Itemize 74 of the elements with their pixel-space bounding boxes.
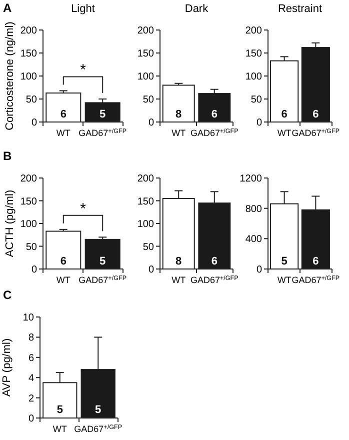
y-tick-label: 10 (22, 312, 34, 324)
annotation: 6 (281, 108, 288, 120)
annotation: * (80, 62, 86, 79)
y-tick-label: 0 (256, 118, 262, 128)
y-tick-label: 50 (142, 94, 154, 106)
y-tick-label: 50 (26, 94, 38, 106)
y-tick-label: 400 (245, 234, 262, 246)
x-tick-label: WT (277, 128, 292, 138)
y-tick-label: 100 (20, 219, 38, 230)
y-tick-label: 0 (256, 264, 262, 276)
annotation: 6 (312, 108, 319, 120)
x-tick-label: WT (52, 424, 68, 434)
y-tick-label: 100 (245, 72, 262, 82)
text: C (3, 288, 12, 302)
y-axis-title: ACTH (pg/ml) (4, 190, 16, 258)
annotation: 8 (176, 255, 182, 268)
text: A (3, 1, 12, 15)
annotation: 6 (60, 255, 66, 268)
y-tick-label: 0 (148, 118, 154, 128)
y-tick-label: 2 (28, 393, 34, 404)
chart-title: Dark (184, 3, 209, 15)
annotation: 5 (95, 404, 102, 416)
y-tick-label: 4 (28, 373, 34, 384)
y-tick-label: 200 (137, 26, 154, 36)
x-tick-label: GAD67$^{+/GFP}$ (78, 128, 127, 138)
x-tick-label: WT (172, 275, 186, 285)
x-tick-label: GAD67$^{+/GFP}$ (292, 274, 340, 285)
y-tick-label: 8 (28, 332, 34, 344)
chart-title: Restraint (278, 3, 322, 15)
y-tick-label: 0 (148, 264, 154, 276)
y-tick-label: 800 (245, 204, 262, 215)
annotation: 5 (281, 255, 288, 268)
y-tick-label: 50 (142, 242, 154, 253)
y-tick-label: 150 (20, 48, 38, 60)
x-tick-label: WT (277, 275, 292, 285)
y-tick-label: 0 (31, 264, 38, 276)
y-axis-title: Corticosterone (ng/ml) (4, 22, 16, 130)
annotation: 8 (176, 108, 182, 120)
x-tick-label: WT (172, 128, 186, 138)
annotation: 6 (312, 255, 319, 268)
annotation: 6 (60, 108, 66, 120)
y-tick-label: 50 (26, 242, 38, 253)
annotation: 5 (100, 255, 106, 268)
y-tick-label: 150 (137, 196, 154, 208)
y-tick-label: 100 (20, 72, 38, 82)
x-tick-label: GAD67$^{+/GFP}$ (74, 424, 122, 434)
y-tick-label: 200 (245, 26, 262, 36)
y-tick-label: 50 (250, 94, 262, 106)
y-tick-label: 150 (20, 196, 38, 208)
annotation: 6 (211, 108, 218, 120)
y-axis-title: AVP (pg/ml) (1, 338, 13, 397)
annotation: * (80, 200, 86, 218)
y-tick-label: 200 (20, 26, 38, 36)
y-tick-label: 1200 (240, 174, 262, 184)
y-tick-label: 100 (137, 72, 154, 82)
y-tick-label: 150 (137, 48, 154, 60)
x-tick-label: GAD67$^{+/GFP}$ (190, 274, 238, 285)
y-tick-label: 150 (245, 48, 262, 60)
annotation: 5 (56, 404, 63, 416)
annotation: 6 (211, 255, 218, 268)
chart-title: Light (71, 3, 95, 15)
y-tick-label: 0 (28, 414, 34, 424)
x-tick-label: WT (56, 275, 71, 285)
x-tick-label: WT (56, 128, 71, 138)
x-tick-label: GAD67$^{+/GFP}$ (292, 128, 340, 138)
x-tick-label: GAD67$^{+/GFP}$ (78, 274, 127, 285)
y-tick-label: 200 (20, 174, 38, 184)
y-tick-label: 6 (28, 352, 34, 364)
x-tick-label: GAD67$^{+/GFP}$ (190, 128, 238, 138)
y-tick-label: 100 (137, 219, 154, 230)
y-tick-label: 200 (137, 174, 154, 184)
y-tick-label: 0 (31, 118, 38, 128)
text: B (3, 149, 12, 163)
annotation: 5 (100, 108, 106, 120)
